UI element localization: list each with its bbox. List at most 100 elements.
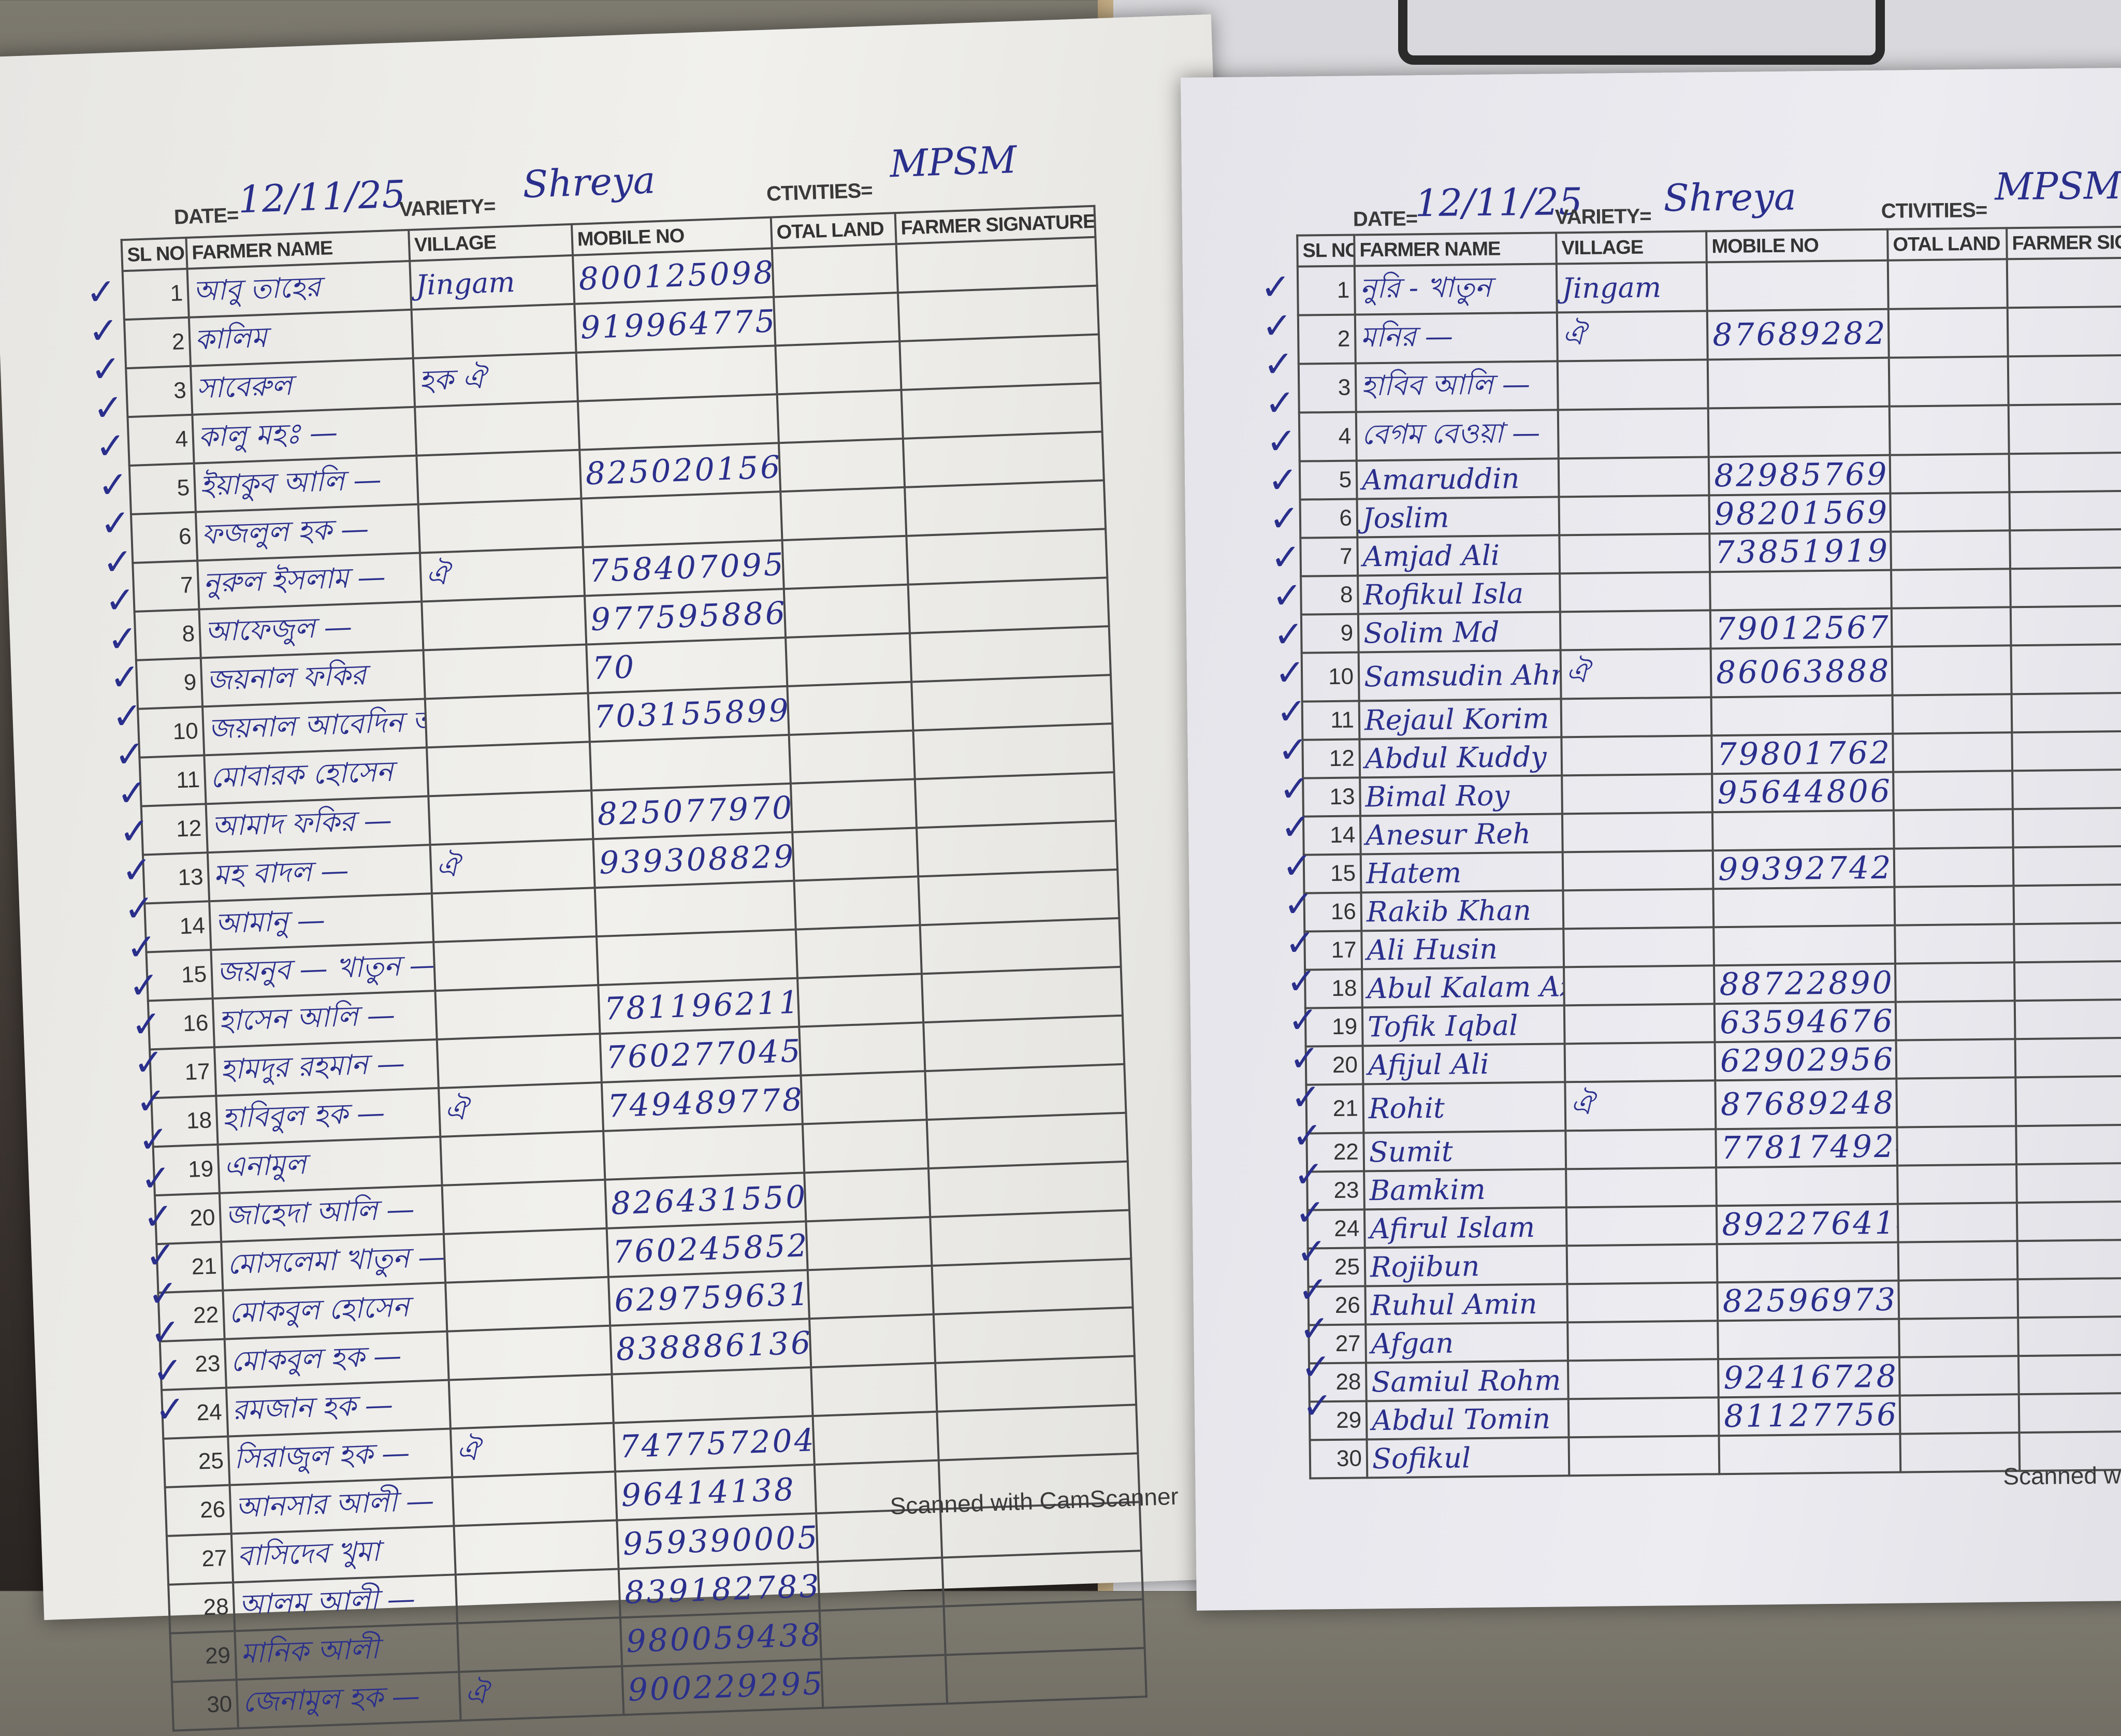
- village-cell: Jingam: [1556, 262, 1707, 313]
- sl-number-cell: 8: [1301, 575, 1358, 615]
- sl-number-cell: 30: [1310, 1439, 1368, 1479]
- farmer-name-cell: Rojibun: [1364, 1246, 1567, 1286]
- mobile-number-cell: [612, 1367, 813, 1423]
- farmer-name-cell: Solim Md: [1358, 612, 1561, 653]
- farmer-signature-cell: [2018, 1392, 2121, 1433]
- total-land-cell: [818, 1557, 944, 1611]
- check-mark-icon: ✓: [133, 1041, 165, 1083]
- mobile-number-cell: 6359467682: [1714, 1002, 1896, 1043]
- farmer-name-cell: মোবারক হোসেন: [204, 747, 429, 804]
- check-mark-icon: ✓: [1286, 961, 1317, 1002]
- farmer-signature-cell: [911, 675, 1113, 731]
- mobile-number-cell: [1713, 887, 1895, 928]
- farmer-signature-cell: [903, 431, 1104, 487]
- check-mark-icon: ✓: [85, 271, 117, 313]
- total-land-cell: [772, 244, 898, 297]
- total-land-cell: [1888, 356, 2009, 407]
- farmer-name-cell: জয়নুব — খাতুন —: [211, 942, 435, 999]
- farmer-name-cell: আমানু —: [209, 893, 434, 950]
- check-mark-icon: ✓: [111, 695, 143, 736]
- village-cell: [452, 1471, 617, 1526]
- total-land-cell: [1895, 1001, 2015, 1040]
- farmer-name-cell: ফজলুল হক —: [195, 504, 420, 561]
- activities-value: MPSM: [1994, 163, 2121, 209]
- farmer-signature-cell: [2012, 769, 2121, 809]
- farmer-name-cell: জাহেদা আলি —: [219, 1185, 444, 1242]
- mobile-number-cell: [1710, 570, 1892, 611]
- farmer-signature-cell: [942, 1551, 1143, 1607]
- mobile-number-cell: 70: [586, 638, 788, 693]
- total-land-cell: [806, 1217, 932, 1270]
- sl-number-cell: 25: [163, 1436, 230, 1487]
- farmer-name-cell: এনামুল: [217, 1136, 442, 1193]
- check-mark-icon: ✓: [1261, 305, 1293, 346]
- farmer-signature-cell: [933, 1307, 1135, 1363]
- sl-number-cell: 7: [1300, 537, 1358, 576]
- farmer-name-cell: বাসিদেব খুমা: [231, 1526, 456, 1583]
- total-land-cell: [774, 293, 900, 346]
- farmer-name-cell: নুরুল ইসলাম —: [197, 553, 422, 610]
- total-land-cell: [794, 876, 920, 930]
- village-cell: [415, 401, 580, 456]
- mobile-number-cell: [1713, 925, 1895, 966]
- farmer-signature-cell: [2016, 1200, 2121, 1241]
- mobile-number-cell: 8001250985: [573, 248, 774, 304]
- activities-value: MPSM: [889, 137, 1018, 186]
- total-land-cell: [1890, 454, 2010, 494]
- farmer-signature-cell: [905, 480, 1106, 536]
- farmer-signature-cell: [2015, 1037, 2121, 1078]
- check-mark-icon: ✓: [104, 579, 136, 621]
- farmer-signature-cell: [909, 626, 1111, 682]
- total-land-cell: [795, 925, 922, 978]
- mobile-number-cell: 8250201565: [579, 443, 781, 499]
- check-mark-icon: ✓: [1274, 652, 1306, 693]
- check-mark-icon: ✓: [144, 1234, 177, 1276]
- farmer-table: SL NO FARMER NAME VILLAGE MOBILE NO OTAL LAN…: [1296, 225, 2121, 1480]
- check-mark-icon: ✓: [113, 733, 146, 775]
- column-header: MOBILE NO: [1706, 229, 1888, 263]
- farmer-signature-cell: [2016, 1124, 2121, 1165]
- farmer-signature-cell: [2011, 643, 2121, 695]
- sl-number-cell: 5: [1299, 460, 1357, 500]
- village-cell: [447, 1325, 612, 1380]
- farmer-signature-cell: [2017, 1239, 2121, 1280]
- check-mark-icon: ✓: [1298, 1269, 1329, 1310]
- total-land-cell: [821, 1655, 948, 1708]
- farmer-name-cell: নুরি - খাতুন: [1354, 264, 1557, 315]
- village-cell: [1567, 1321, 1718, 1361]
- mobile-number-cell: 9939274262: [1712, 848, 1895, 889]
- mobile-number-cell: 8298576915: [1708, 455, 1891, 496]
- activities-label: CTIVITIES=: [1881, 198, 1987, 223]
- sl-number-cell: 6: [1300, 499, 1358, 538]
- check-mark-icon: ✓: [1287, 999, 1319, 1040]
- farmer-signature-cell: [896, 237, 1097, 293]
- total-land-cell: [1897, 1164, 2017, 1204]
- check-mark-icon: ✓: [1299, 1308, 1330, 1349]
- total-land-cell: [1899, 1318, 2018, 1357]
- total-land-cell: [777, 389, 903, 443]
- farmer-name-cell: আনসার আলী —: [229, 1477, 454, 1534]
- farmer-signature-cell: [2012, 730, 2121, 771]
- village-cell: [422, 596, 587, 650]
- total-land-cell: [1898, 1279, 2018, 1319]
- village-cell: [427, 742, 592, 797]
- check-mark-icon: ✓: [1302, 1385, 1333, 1426]
- mobile-number-cell: 7031558995: [588, 686, 789, 742]
- village-cell: [1564, 965, 1715, 1006]
- mobile-number-cell: [596, 929, 798, 986]
- sl-number-cell: 3: [126, 366, 193, 417]
- farmer-signature-cell: [2010, 528, 2121, 569]
- total-land-cell: [1893, 809, 2013, 849]
- mobile-number-cell: [589, 734, 791, 791]
- mobile-number-cell: [581, 491, 782, 547]
- total-land-cell: [1896, 1039, 2016, 1079]
- farmer-signature-cell: [2008, 354, 2121, 406]
- farmer-name-cell: মানিক আলী: [235, 1623, 459, 1680]
- village-cell: [1559, 533, 1710, 574]
- sl-number-cell: 12: [141, 804, 208, 855]
- farmer-name-cell: Sumit: [1363, 1131, 1566, 1171]
- check-mark-icon: ✓: [97, 464, 129, 505]
- farmer-signature-cell: [901, 383, 1102, 439]
- left-register-sheet: DATE= 12/11/25 VARIETY= Shreya CTIVITIES…: [0, 14, 1266, 1731]
- farmer-name-cell: মোকবুল হোসেন: [223, 1282, 447, 1339]
